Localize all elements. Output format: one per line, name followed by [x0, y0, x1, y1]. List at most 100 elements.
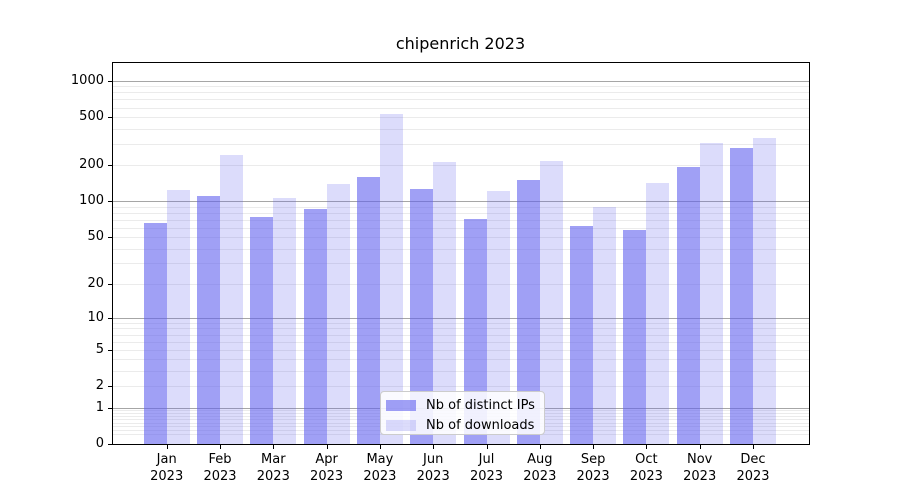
gridline-major	[112, 80, 809, 82]
legend-swatch-downloads-icon	[386, 419, 416, 431]
gridline-minor	[112, 227, 809, 229]
bar-distinct-ips-jul	[463, 219, 487, 444]
y-tick-label: 200	[79, 157, 104, 173]
y-tick-label: 1000	[70, 72, 104, 88]
x-tick-year: 2023	[416, 469, 450, 484]
x-tick	[220, 445, 221, 449]
gridline-minor	[112, 359, 809, 361]
x-tick-year: 2023	[363, 469, 397, 484]
bar-distinct-ips-mar	[250, 216, 274, 444]
gridline-minor	[112, 248, 809, 250]
y-tick	[108, 165, 112, 167]
x-tick-label: Aug 2023	[510, 451, 570, 485]
x-tick-label: Sep 2023	[563, 451, 623, 485]
gridline-minor	[112, 219, 809, 221]
axis-spine-top	[112, 62, 810, 63]
x-tick-month: May	[366, 452, 394, 467]
x-tick-year: 2023	[256, 469, 290, 484]
bar-downloads-nov	[699, 143, 723, 444]
legend-item-downloads: Nb of downloads	[386, 417, 536, 433]
y-tick-label: 1	[95, 399, 104, 415]
legend-swatch-distinct-ips-icon	[386, 399, 416, 411]
gridline-minor	[112, 165, 809, 167]
x-tick-month: Jul	[478, 452, 495, 467]
gridline-minor	[112, 349, 809, 351]
y-tick	[108, 80, 112, 82]
gridline-minor	[112, 334, 809, 336]
x-tick	[699, 445, 701, 449]
y-tick	[108, 317, 112, 319]
bar-distinct-ips-nov	[676, 167, 700, 444]
gridline-minor	[112, 328, 809, 330]
x-tick-month: Sep	[580, 452, 606, 467]
x-tick-label: Jul 2023	[457, 451, 517, 485]
x-tick-year: 2023	[310, 469, 344, 484]
legend-item-distinct-ips: Nb of distinct IPs	[386, 397, 536, 413]
bar-downloads-jul	[486, 190, 510, 444]
chart-title: chipenrich 2023	[395, 34, 526, 53]
x-tick	[326, 445, 328, 449]
x-tick-year: 2023	[523, 469, 557, 484]
x-tick-label: May 2023	[350, 451, 410, 485]
gridline-minor	[112, 371, 809, 373]
x-tick-month: Mar	[261, 452, 286, 467]
y-tick-label: 5	[95, 341, 104, 357]
bar-downloads-sep	[593, 206, 617, 444]
bar-downloads-apr	[326, 184, 350, 444]
x-tick	[273, 445, 275, 449]
y-tick	[108, 237, 112, 239]
bar-downloads-aug	[539, 161, 563, 444]
gridline-minor	[112, 341, 809, 343]
gridline-minor	[112, 283, 809, 285]
bar-distinct-ips-jan	[143, 222, 167, 444]
y-tick	[108, 386, 112, 388]
x-tick-month: Feb	[208, 452, 232, 467]
x-tick-year: 2023	[576, 469, 610, 484]
gridline-minor	[112, 206, 809, 208]
y-tick	[108, 117, 112, 118]
bar-downloads-jan	[166, 190, 190, 444]
bar-downloads-oct	[646, 183, 670, 444]
y-tick-label: 500	[79, 109, 104, 124]
x-tick	[539, 445, 541, 449]
y-tick-label: 2	[95, 378, 104, 394]
x-tick	[379, 445, 381, 449]
axis-spine-right	[809, 62, 810, 445]
x-tick	[433, 445, 435, 449]
x-tick-month: Dec	[740, 452, 766, 467]
x-tick-label: Apr 2023	[297, 451, 357, 485]
x-tick-year: 2023	[629, 469, 663, 484]
x-tick-label: Jan 2023	[137, 451, 197, 485]
legend-item-label: Nb of distinct IPs	[426, 397, 535, 413]
bar-distinct-ips-sep	[570, 226, 594, 444]
plot-area	[112, 62, 809, 444]
gridline-minor	[112, 107, 809, 109]
legend: Nb of distinct IPs Nb of downloads	[380, 391, 545, 435]
gridline-major	[112, 201, 809, 203]
x-tick-month: Jun	[423, 452, 444, 467]
gridline-minor	[112, 117, 809, 118]
x-tick	[486, 445, 488, 449]
x-tick-month: Aug	[527, 452, 553, 467]
x-tick-label: Oct 2023	[616, 451, 676, 485]
axis-spine-left	[112, 62, 113, 445]
bar-downloads-mar	[273, 198, 297, 444]
x-tick-year: 2023	[469, 469, 504, 484]
x-tick	[646, 445, 648, 449]
y-tick	[108, 349, 112, 351]
gridline-minor	[112, 322, 809, 324]
x-tick-label: Feb 2023	[190, 451, 250, 485]
y-tick-label: 100	[79, 193, 104, 209]
x-tick-month: Apr	[315, 452, 338, 467]
gridline-minor	[112, 143, 809, 145]
x-tick-label: Jun 2023	[403, 451, 463, 485]
x-tick-year: 2023	[150, 469, 184, 484]
x-tick-month: Oct	[635, 452, 658, 467]
bar-distinct-ips-oct	[623, 229, 647, 444]
y-tick	[108, 444, 112, 445]
x-tick-label: Mar 2023	[243, 451, 303, 485]
gridline-minor	[112, 237, 809, 239]
gridline-minor	[112, 86, 809, 88]
x-tick	[593, 445, 595, 449]
